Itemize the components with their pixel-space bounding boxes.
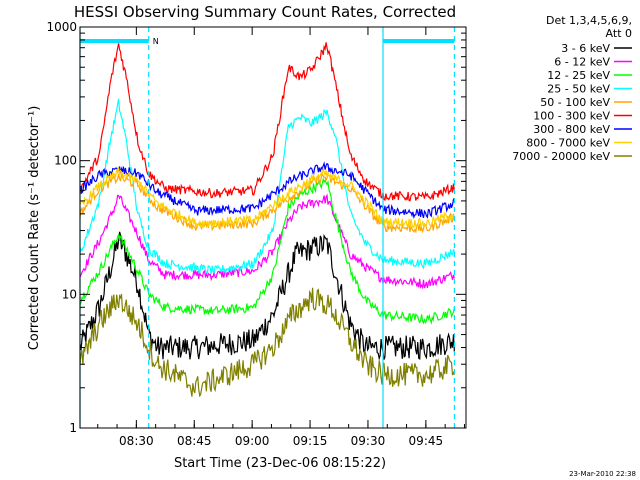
series-line-2 [79,177,455,325]
night-intervals [80,39,455,43]
legend-header: Det 1,3,4,5,6,9, [546,14,632,27]
night-label: N [153,37,159,46]
series-line-3 [79,98,455,275]
legend-label-8: 7000 - 20000 keV [512,150,610,163]
chart-title: HESSI Observing Summary Count Rates, Cor… [74,3,456,21]
legend-header-2: Att 0 [606,27,632,40]
legend-label-2: 12 - 25 keV [547,69,610,82]
series-line-0 [79,231,455,361]
x-tick-label-4: 09:30 [351,434,386,448]
x-tick-label-1: 08:45 [177,434,212,448]
x-tick-label-5: 09:45 [409,434,444,448]
series-line-1 [79,193,455,290]
axes: 08:30 08:45 09:00 09:15 09:30 09:45 1 10 100 1000 [46,20,466,448]
x-tick-label-0: 08:30 [119,434,154,448]
night-bar-1 [383,39,455,43]
y-tick-label-2: 100 [54,154,77,168]
y-tick-label-1: 10 [62,287,77,301]
legend-label-4: 50 - 100 keV [540,96,610,109]
series-line-5 [79,42,455,202]
series-line-6 [79,161,455,220]
series-layer [79,42,455,398]
legend-label-1: 6 - 12 keV [554,56,610,69]
legend-label-0: 3 - 6 keV [561,42,610,55]
x-tick-label-2: 09:00 [235,434,270,448]
plot-frame [79,26,467,429]
legend-label-6: 300 - 800 keV [533,123,610,136]
legend-label-7: 800 - 7000 keV [526,137,610,150]
series-line-7 [79,167,455,229]
legend-label-3: 25 - 50 keV [547,83,610,96]
timestamp: 23-Mar-2010 22:38 [569,470,636,478]
x-tick-label-3: 09:15 [293,434,328,448]
y-axis-label: Corrected Count Rate (s⁻¹ detector⁻¹) [27,106,42,351]
y-tick-label-3: 1000 [46,20,77,34]
y-tick-label-0: 1 [69,421,77,435]
night-bar-0 [80,39,149,43]
x-axis-label: Start Time (23-Dec-06 08:15:22) [174,456,386,471]
series-line-8 [79,287,455,398]
legend-label-5: 100 - 300 keV [533,110,610,123]
